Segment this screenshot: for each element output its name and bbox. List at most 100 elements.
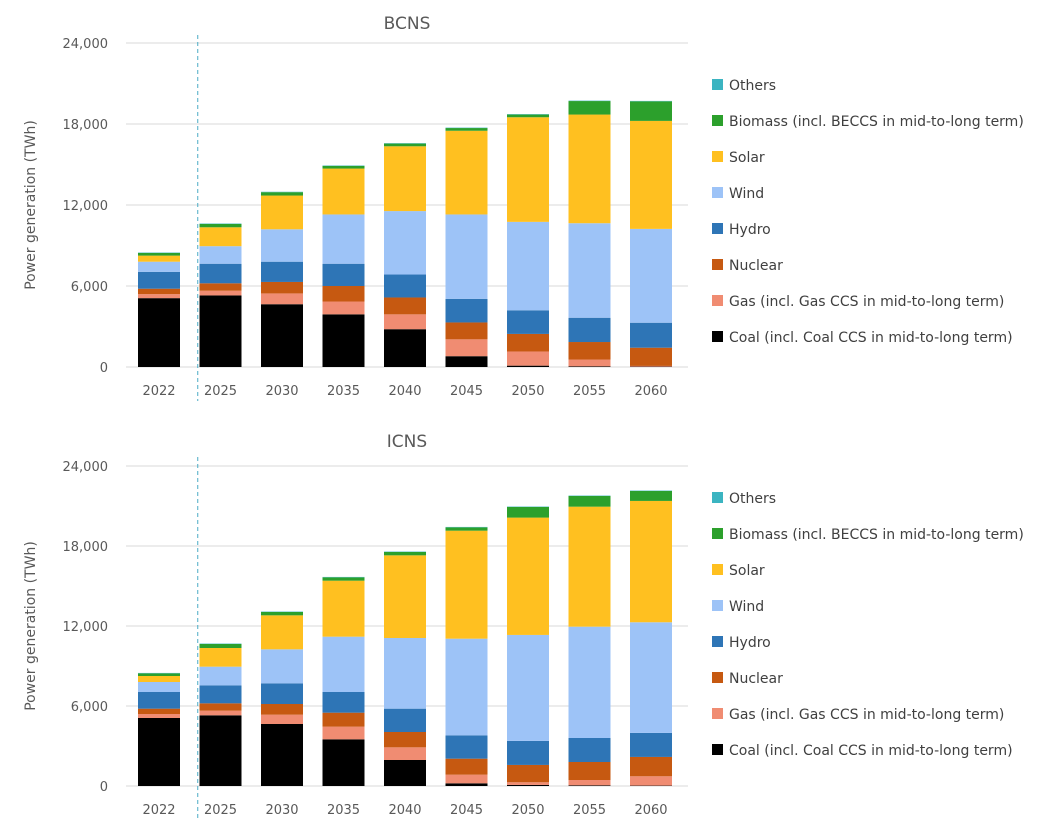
legend-swatch — [712, 672, 723, 683]
bar-segment — [630, 500, 672, 623]
chart-title: BCNS — [384, 14, 431, 34]
bar-segment — [322, 168, 365, 215]
bar-segment — [322, 739, 365, 786]
bar-segment — [261, 612, 303, 616]
bar-segment — [199, 703, 242, 711]
y-tick-label: 12,000 — [63, 620, 109, 635]
legend-swatch — [712, 708, 723, 719]
bar-segment — [322, 263, 365, 286]
bar-segment — [445, 356, 488, 367]
bar-segment — [322, 314, 365, 367]
bar-segment — [322, 726, 365, 740]
bar-segment — [507, 333, 549, 352]
bar-segment — [507, 310, 549, 334]
bar-segment — [507, 351, 549, 366]
legend-label: Solar — [729, 150, 765, 166]
legend-swatch — [712, 744, 723, 755]
bar-segment — [199, 715, 242, 786]
bar-segment — [630, 228, 672, 323]
bar-segment — [630, 490, 672, 501]
x-tick-label: 2060 — [634, 384, 667, 399]
bar-segment — [507, 764, 549, 783]
bar-segment — [384, 314, 426, 330]
bar-segment — [322, 286, 365, 302]
x-tick-label: 2050 — [511, 803, 544, 818]
bar-segment — [199, 710, 242, 716]
bar-segment — [138, 288, 180, 295]
legend-label: Biomass (incl. BECCS in mid-to-long term… — [729, 527, 1024, 543]
bar-segment — [384, 211, 426, 275]
bar-segment — [199, 644, 242, 648]
bar-segment — [445, 130, 488, 215]
bar-segment — [507, 365, 549, 367]
y-tick-label: 24,000 — [63, 37, 109, 52]
y-tick-label: 0 — [100, 361, 108, 376]
bar-segment — [138, 718, 180, 786]
bar-segment — [384, 747, 426, 760]
legend-label: Hydro — [729, 222, 771, 238]
legend-swatch — [712, 79, 723, 90]
bar-segment — [507, 114, 549, 118]
x-tick-label: 2045 — [450, 384, 483, 399]
bar-segment — [261, 649, 303, 684]
x-tick-label: 2045 — [450, 803, 483, 818]
x-tick-label: 2035 — [327, 384, 360, 399]
x-tick-label: 2030 — [265, 803, 298, 818]
legend-label: Wind — [729, 599, 764, 615]
x-tick-label: 2055 — [573, 384, 606, 399]
legend-swatch — [712, 564, 723, 575]
bar-segment — [322, 692, 365, 713]
legend-label: Wind — [729, 186, 764, 202]
bar-segment — [138, 261, 180, 272]
bar-segment — [568, 342, 611, 360]
bar-segment — [138, 682, 180, 692]
bar-segment — [568, 359, 611, 367]
bar-segment — [322, 301, 365, 315]
bar-segment — [384, 555, 426, 638]
bar-segment — [138, 714, 180, 718]
y-tick-label: 6,000 — [71, 700, 108, 715]
x-tick-label: 2060 — [634, 803, 667, 818]
bar-segment — [445, 339, 488, 357]
x-tick-label: 2025 — [204, 384, 237, 399]
chart-title: ICNS — [387, 432, 427, 452]
bar-segment — [322, 580, 365, 637]
chart-bcns: BCNS 0 6,000 12,000 18,000 24,000 Power genera… — [23, 14, 1024, 401]
bar-segment — [630, 120, 672, 229]
bar-segment — [138, 255, 180, 262]
x-tick-label: 2035 — [327, 803, 360, 818]
bar-segment — [261, 195, 303, 230]
legend-label: Coal (incl. Coal CCS in mid-to-long term… — [729, 743, 1013, 759]
bar-segment — [630, 732, 672, 757]
legend-label: Biomass (incl. BECCS in mid-to-long term… — [729, 114, 1024, 130]
bar-segment — [199, 223, 242, 228]
legend-swatch — [712, 528, 723, 539]
bar-segment — [261, 704, 303, 715]
bar-segment — [384, 143, 426, 147]
bar-segment — [322, 636, 365, 692]
bar-segment — [568, 762, 611, 780]
bar-segment — [138, 298, 180, 367]
bar-segment — [384, 146, 426, 212]
bar-segment — [507, 634, 549, 741]
y-tick-label: 18,000 — [63, 118, 109, 133]
bar-segment — [568, 114, 611, 224]
y-tick-label: 12,000 — [63, 199, 109, 214]
bar-segment — [445, 214, 488, 299]
bar-segment — [199, 227, 242, 247]
bar-segment — [568, 101, 611, 115]
x-tick-label: 2055 — [573, 803, 606, 818]
legend-label: Others — [729, 491, 776, 507]
bar-segment — [568, 223, 611, 318]
x-tick-label: 2022 — [142, 384, 175, 399]
bar-segment — [445, 638, 488, 736]
bar-segment — [199, 685, 242, 704]
bar-segment — [384, 760, 426, 786]
y-tick-label: 18,000 — [63, 540, 109, 555]
bar-segment — [138, 708, 180, 714]
bar-segment — [199, 295, 242, 367]
bar-segment — [384, 552, 426, 556]
bar-segment — [138, 271, 180, 289]
legend-label: Gas (incl. Gas CCS in mid-to-long term) — [729, 707, 1004, 723]
